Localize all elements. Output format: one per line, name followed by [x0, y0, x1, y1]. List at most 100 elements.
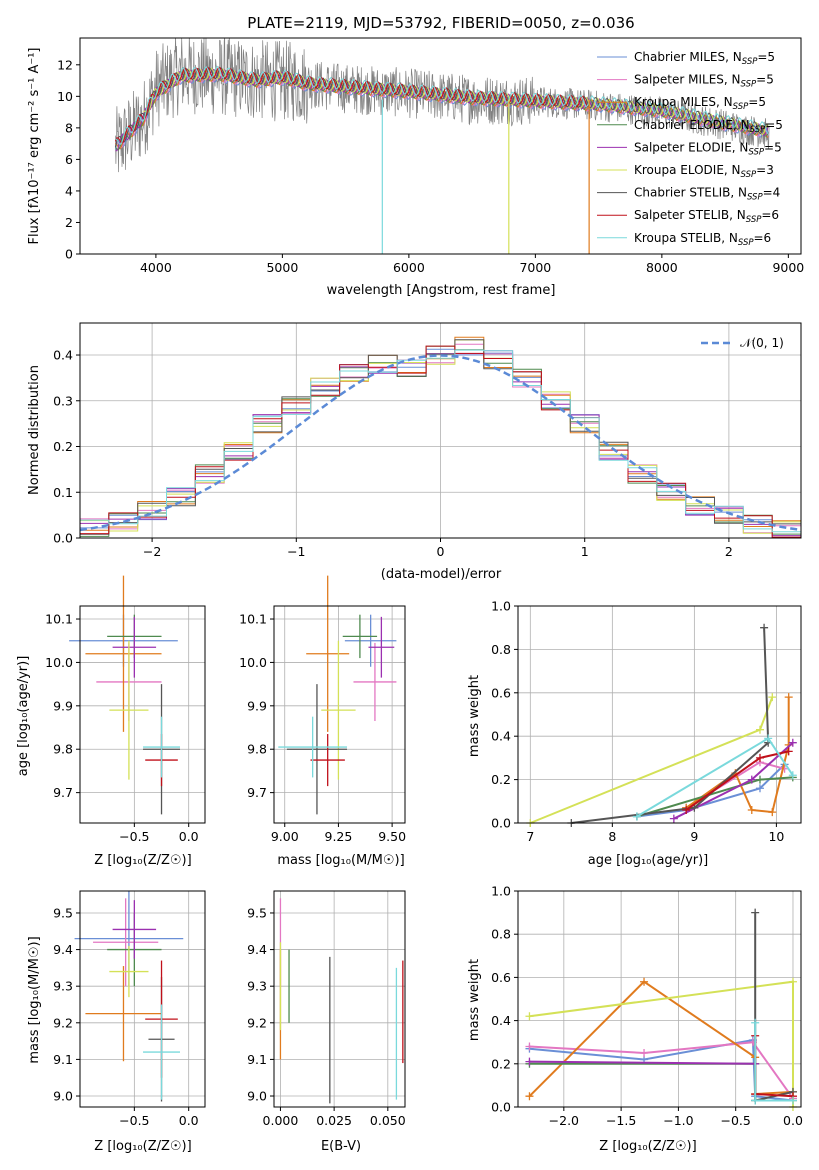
- y-tick-label: 9.2: [53, 1015, 73, 1030]
- x-tick-label: −0.5: [119, 1113, 149, 1128]
- ageZ-panel: −0.5 0.0 9.7 9.8 9.9 10.0 10.1: [45, 575, 205, 844]
- weightAge-panel: 7 8 9 10 0.0 0.2 0.4 0.6 0.8 1.0: [491, 599, 801, 844]
- legend-count: =3: [756, 163, 774, 177]
- ageZ-ylabel: age [log₁₀(age/yr)]: [16, 656, 31, 777]
- legend-label: Kroupa ELODIE, NSSP=3: [634, 163, 774, 180]
- y-tick-label: 9.9: [53, 698, 73, 713]
- spectrum-series: [114, 38, 770, 254]
- x-tick-label: 9.25: [325, 829, 353, 844]
- y-tick-label: 6: [65, 152, 73, 167]
- x-tick-label: −2.0: [549, 1113, 579, 1128]
- massZ-panel: −0.5 0.0 9.0 9.1 9.2 9.3 9.4 9.5: [53, 891, 205, 1128]
- legend-subscript: SSP: [748, 147, 764, 157]
- histogram-legend: 𝒩(0, 1): [701, 336, 784, 350]
- legend-label: Kroupa STELIB, NSSP=6: [634, 231, 771, 248]
- y-tick-label: 9.2: [247, 1015, 267, 1030]
- y-tick-label: 9.7: [247, 785, 267, 800]
- legend-subscript: SSP: [741, 80, 757, 90]
- legend-count: =5: [756, 73, 774, 87]
- massZ-xlabel: Z [log₁₀(Z/Z☉)]: [94, 1139, 191, 1154]
- ageMass-panel: 9.00 9.25 9.50 9.7 9.8 9.9 10.0 10.1: [239, 575, 406, 844]
- x-tick-label: 8000: [646, 260, 678, 275]
- histogram-step-line: [80, 345, 801, 538]
- x-tick-label: −1.5: [606, 1113, 636, 1128]
- legend-subscript: SSP: [746, 215, 762, 225]
- legend-subscript: SSP: [750, 125, 766, 135]
- y-tick-label: 10.0: [45, 655, 73, 670]
- weightAge-ylabel: mass weight: [467, 675, 482, 757]
- y-tick-label: 9.8: [247, 742, 267, 757]
- y-tick-label: 9.4: [53, 942, 73, 957]
- histogram-frame: [79, 322, 802, 539]
- x-tick-label: 0.000: [263, 1113, 299, 1128]
- parameter-panels: −0.5 0.09.79.89.910.010.19.00 9.25 9.509.79…: [45, 575, 803, 1129]
- y-tick-label: 0.0: [491, 1100, 511, 1115]
- x-tick-label: −1: [287, 544, 305, 559]
- weight-line: [754, 1035, 794, 1098]
- spectrum-model-line: [115, 65, 769, 146]
- y-tick-label: 9.0: [53, 1089, 73, 1104]
- x-tick-label: 0.0: [179, 829, 199, 844]
- weightZ-panel: −2.0 −1.5 −1.0 −0.5 0.0 0.0 0.2 0.4 0.6 0.8 1.0: [491, 884, 803, 1129]
- x-tick-label: 2: [725, 544, 733, 559]
- weight-line: [636, 737, 794, 818]
- y-tick-label: 1.0: [491, 599, 511, 614]
- x-tick-label: 9000: [772, 260, 804, 275]
- y-tick-label: 9.5: [247, 905, 267, 920]
- legend-count: =5: [765, 118, 783, 132]
- x-tick-label: −0.5: [721, 1113, 751, 1128]
- spectrum-legend: Chabrier MILES, NSSP=5 Salpeter MILES, NS…: [597, 50, 783, 248]
- x-tick-label: 0.0: [179, 1113, 199, 1128]
- x-tick-label: 9.00: [271, 829, 299, 844]
- weight-marker: [682, 805, 691, 814]
- x-tick-label: −0.5: [119, 829, 149, 844]
- weight-line: [529, 1060, 756, 1065]
- legend-count: =5: [764, 140, 782, 154]
- y-tick-label: 9.7: [53, 785, 73, 800]
- legend-subscript: SSP: [747, 193, 763, 203]
- x-tick-label: −2: [143, 544, 161, 559]
- spectrum-frame: [79, 37, 802, 255]
- x-tick-label: 0.050: [370, 1113, 406, 1128]
- y-tick-label: 9.5: [53, 905, 73, 920]
- x-tick-label: 6000: [393, 260, 425, 275]
- y-tick-label: 9.1: [53, 1052, 73, 1067]
- legend-label: Chabrier STELIB, NSSP=4: [634, 186, 780, 203]
- legend-label: Chabrier ELODIE, NSSP=5: [634, 118, 783, 135]
- weight-line: [529, 1041, 794, 1099]
- y-tick-label: 0.2: [491, 1056, 511, 1071]
- weight-line: [636, 776, 793, 818]
- histogram-ylabel: Normed distribution: [27, 365, 42, 495]
- massZ-ylabel: mass [log₁₀(M/M☉)]: [27, 936, 42, 1063]
- x-tick-label: 7: [526, 829, 534, 844]
- histogram-step-line: [80, 339, 801, 535]
- legend-label: Salpeter MILES, NSSP=5: [634, 73, 774, 90]
- y-tick-label: 0.6: [491, 685, 511, 700]
- weight-line: [571, 627, 770, 824]
- massEbv-panel: 0.000 0.025 0.050 9.0 9.1 9.2 9.3 9.4 9.5: [247, 891, 406, 1128]
- massZ-frame: [79, 890, 206, 1108]
- y-tick-label: 0.0: [53, 531, 73, 546]
- y-tick-label: 0.3: [53, 393, 73, 408]
- y-tick-label: 9.9: [247, 698, 267, 713]
- x-tick-label: 8: [608, 829, 616, 844]
- gaussian-curve: [79, 354, 802, 532]
- x-tick-label: 0.0: [783, 1113, 803, 1128]
- weightAge-frame: [517, 605, 802, 824]
- x-tick-label: 7000: [519, 260, 551, 275]
- massEbv-frame: [273, 890, 406, 1108]
- ageMass-frame: [273, 605, 406, 824]
- weight-line: [754, 1022, 793, 1102]
- y-tick-label: 0.6: [491, 970, 511, 985]
- y-tick-label: 9.1: [247, 1052, 267, 1067]
- y-tick-label: 0: [65, 247, 73, 262]
- y-tick-label: 0.4: [491, 1013, 511, 1028]
- y-tick-label: 10.1: [239, 612, 267, 627]
- ageZ-frame: [79, 605, 206, 824]
- legend-gauss-label: 𝒩(0, 1): [740, 336, 784, 350]
- spectrum-ylabel: Flux [fλ10⁻¹⁷ erg cm⁻² s⁻¹ A⁻¹]: [27, 48, 42, 245]
- legend-subscript: SSP: [742, 57, 758, 67]
- weightZ-ylabel: mass weight: [467, 959, 482, 1041]
- x-tick-label: 4000: [140, 260, 172, 275]
